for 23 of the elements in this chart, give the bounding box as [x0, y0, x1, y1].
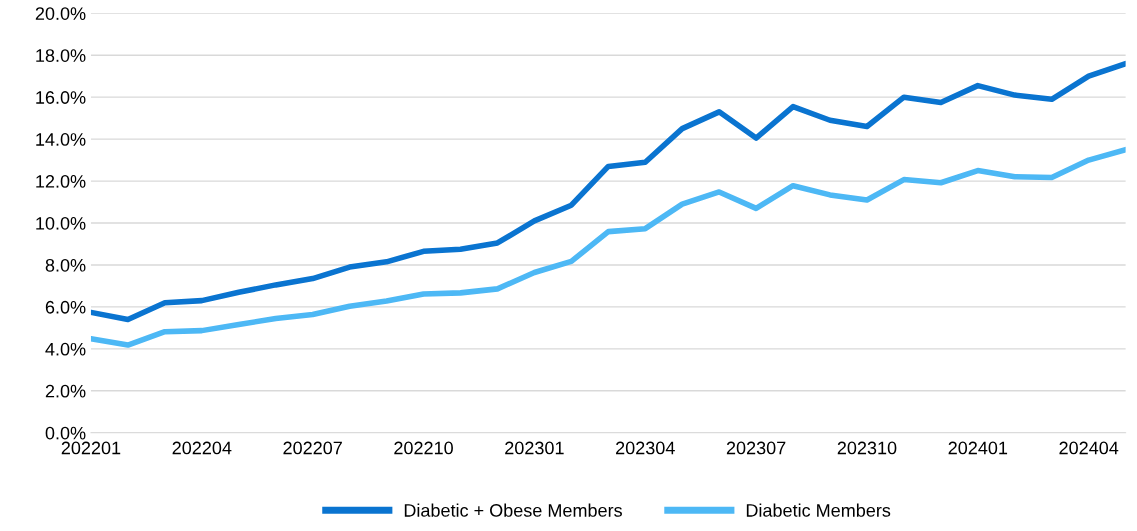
x-tick-label: 202301: [505, 441, 564, 455]
legend-label: Diabetic Members: [746, 503, 891, 517]
y-tick-label: 8.0%: [45, 258, 86, 272]
y-tick-label: 14.0%: [36, 133, 86, 146]
x-tick-label: 202401: [948, 441, 1008, 455]
x-tick-label: 202307: [726, 441, 786, 455]
y-tick-label: 6.0%: [45, 300, 86, 314]
legend-label: Diabetic + Obese Members: [404, 503, 622, 517]
y-tick-label: 20.0%: [35, 7, 86, 20]
y-tick-label: 10.0%: [36, 216, 86, 230]
y-tick-label: 12.0%: [36, 175, 86, 188]
y-tick-label: 16.0%: [36, 91, 86, 104]
x-tick-label: 202304: [616, 441, 675, 455]
y-tick-label: 0.0%: [45, 426, 86, 440]
x-tick-label: 202204: [172, 441, 232, 455]
x-tick-label: 202310: [837, 441, 897, 455]
x-tick-label: 202210: [394, 441, 453, 455]
x-tick-label: 202201: [61, 441, 121, 455]
y-tick-label: 2.0%: [45, 384, 86, 398]
x-tick-label: 202404: [1059, 441, 1119, 455]
y-tick-label: 18.0%: [36, 49, 86, 62]
y-tick-label: 4.0%: [45, 342, 86, 356]
x-tick-label: 202207: [283, 441, 342, 455]
